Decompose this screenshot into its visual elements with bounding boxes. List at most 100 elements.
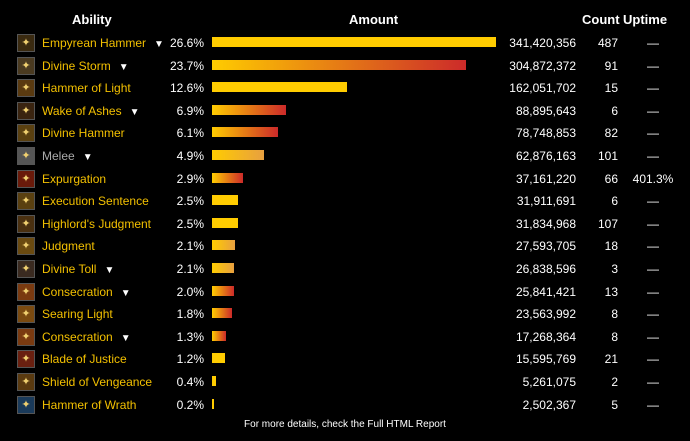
damage-amount: 23,563,992 — [515, 307, 576, 322]
table-row: ✦ Divine Hammer 6.1% 78,748,853 82 — — [0, 122, 690, 144]
uptime-value: — — [647, 216, 659, 231]
ability-name[interactable]: Hammer of Light — [42, 80, 131, 96]
damage-amount: 31,911,691 — [516, 194, 576, 209]
ability-name[interactable]: Consecration ▼ — [42, 329, 131, 347]
uptime-value: — — [647, 103, 659, 118]
damage-percent: 1.8% — [176, 307, 204, 322]
damage-bar — [212, 104, 286, 115]
expand-caret-icon[interactable]: ▼ — [154, 39, 164, 50]
damage-bar — [212, 37, 496, 47]
ability-name-label: Divine Hammer — [42, 126, 125, 141]
expand-caret-icon[interactable]: ▼ — [120, 287, 131, 299]
table-row: ✦ Wake of Ashes ▼ 6.9% 88,895,643 6 — — [0, 100, 690, 122]
ability-name[interactable]: Hammer of Wrath — [42, 397, 136, 413]
damage-bar — [212, 240, 235, 251]
uptime-value: 401.3% — [632, 171, 674, 186]
ability-name[interactable]: Highlord's Judgment — [42, 216, 151, 232]
ability-name-label: Hammer of Wrath — [42, 397, 137, 412]
damage-bar — [212, 308, 232, 319]
consecration-icon: ✦ — [17, 282, 35, 301]
uptime-value: — — [647, 36, 659, 50]
expand-caret-icon[interactable]: ▼ — [104, 265, 115, 276]
ability-name[interactable]: Expurgation — [42, 171, 106, 187]
damage-percent: 23.7% — [169, 58, 204, 73]
damage-amount: 27,593,705 — [515, 239, 576, 254]
ability-name[interactable]: Judgment — [42, 238, 95, 254]
header-ability[interactable]: Ability — [72, 12, 112, 27]
hit-count: 82 — [604, 126, 618, 141]
hit-count: 8 — [611, 329, 618, 344]
ability-name-label: Consecration — [42, 329, 113, 344]
table-row: ✦ Hammer of Light 12.6% 162,051,702 15 — — [0, 77, 690, 99]
ability-name[interactable]: Divine Storm ▼ — [42, 58, 129, 76]
hammer-of-light-icon: ✦ — [17, 79, 35, 98]
header-amount[interactable]: Amount — [349, 12, 399, 27]
table-row: ✦ Highlord's Judgment 2.5% 31,834,968 107 — — [0, 213, 690, 235]
hit-count: 15 — [604, 81, 618, 96]
damage-amount: 17,268,364 — [515, 329, 576, 344]
damage-percent: 2.5% — [176, 216, 204, 231]
hit-count: 101 — [597, 149, 618, 163]
ability-name[interactable]: Wake of Ashes ▼ — [42, 103, 140, 121]
table-row: ✦ Execution Sentence 2.5% 31,911,691 6 — — [0, 190, 690, 212]
damage-percent: 26.6% — [169, 36, 204, 50]
expand-caret-icon[interactable]: ▼ — [129, 106, 140, 118]
damage-percent: 6.9% — [176, 103, 204, 118]
damage-percent: 6.1% — [176, 126, 204, 141]
uptime-value: — — [647, 58, 659, 73]
uptime-value: — — [647, 329, 659, 344]
ability-name-label: Divine Storm — [42, 58, 111, 73]
ability-name-label: Execution Sentence — [42, 194, 149, 209]
damage-percent: 1.2% — [176, 352, 204, 367]
hit-count: 8 — [611, 307, 618, 322]
damage-amount: 62,876,163 — [515, 149, 576, 163]
damage-amount: 15,595,769 — [515, 352, 576, 367]
damage-percent: 1.3% — [176, 329, 204, 344]
hit-count: 2 — [611, 375, 618, 389]
damage-percent: 2.9% — [176, 171, 204, 186]
ability-name-label: Hammer of Light — [42, 81, 131, 96]
header-count[interactable]: Count — [582, 12, 620, 27]
hit-count: 13 — [604, 284, 618, 299]
damage-amount: 31,834,968 — [515, 216, 576, 231]
ability-name[interactable]: Consecration ▼ — [42, 284, 131, 302]
ability-name-label: Searing Light — [42, 307, 113, 322]
ability-name[interactable]: Blade of Justice — [42, 351, 127, 367]
blade-of-justice-icon: ✦ — [17, 350, 35, 369]
damage-amount: 37,161,220 — [515, 171, 576, 186]
ability-name-label: Melee — [42, 149, 75, 163]
wake-of-ashes-icon: ✦ — [17, 101, 35, 120]
uptime-value: — — [647, 284, 659, 299]
damage-bar — [212, 172, 243, 183]
melee-icon: ✦ — [17, 147, 35, 165]
hit-count: 487 — [597, 36, 618, 50]
execution-sentence-icon: ✦ — [17, 192, 35, 211]
ability-name[interactable]: Searing Light — [42, 306, 113, 322]
table-row: ✦ Hammer of Wrath 0.2% 2,502,367 5 — — [0, 394, 690, 416]
ability-name[interactable]: Divine Hammer — [42, 125, 125, 141]
damage-bar — [212, 82, 347, 93]
expand-caret-icon[interactable]: ▼ — [120, 332, 131, 344]
header-uptime[interactable]: Uptime — [623, 12, 668, 27]
expand-caret-icon[interactable]: ▼ — [118, 61, 129, 73]
uptime-value: — — [647, 352, 659, 367]
empyrean-hammer-icon: ✦ — [17, 34, 35, 52]
uptime-value: — — [647, 239, 659, 254]
ability-name[interactable]: Execution Sentence — [42, 193, 149, 209]
ability-name[interactable]: Shield of Vengeance — [42, 374, 152, 390]
damage-amount: 88,895,643 — [515, 103, 576, 118]
table-row: ✦ Searing Light 1.8% 23,563,992 8 — — [0, 303, 690, 325]
table-row: ✦ Judgment 2.1% 27,593,705 18 — — [0, 235, 690, 257]
ability-name[interactable]: Melee ▼ — [42, 148, 93, 166]
hit-count: 107 — [597, 216, 618, 231]
uptime-value: — — [647, 262, 659, 276]
table-row: ✦ Empyrean Hammer ▼ 26.6% 341,420,356 487 — — [0, 32, 690, 54]
ability-name[interactable]: Divine Toll ▼ — [42, 261, 114, 279]
ability-name[interactable]: Empyrean Hammer ▼ — [42, 35, 164, 53]
divine-storm-icon: ✦ — [17, 56, 35, 75]
damage-bar — [212, 59, 466, 70]
expand-caret-icon[interactable]: ▼ — [82, 152, 93, 163]
hit-count: 21 — [604, 352, 618, 367]
consecration-icon: ✦ — [17, 327, 35, 346]
